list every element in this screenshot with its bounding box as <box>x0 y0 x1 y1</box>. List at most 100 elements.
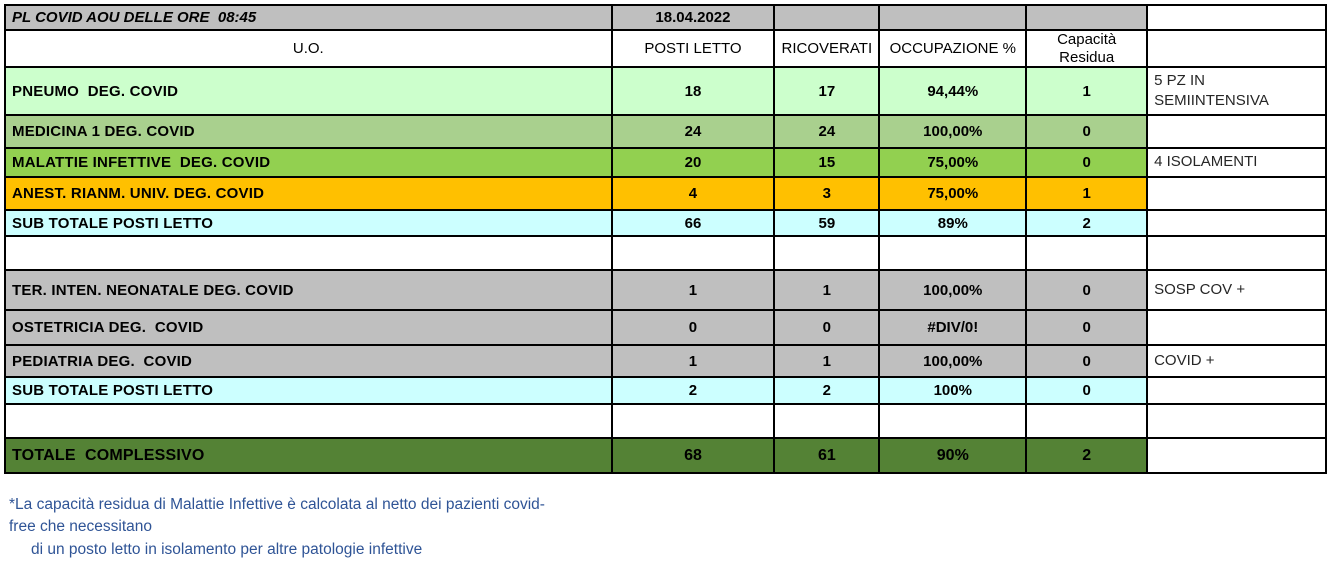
ricoverati-cell <box>773 403 881 439</box>
title-row-empty-cell <box>878 4 1028 31</box>
occupazione-cell: 100,00% <box>878 344 1028 378</box>
posti-letto-cell: 4 <box>610 176 776 211</box>
capacita-cell <box>1025 403 1149 439</box>
side-note: 5 PZ IN SEMIINTENSIVA <box>1146 66 1327 116</box>
uo-cell: TOTALE COMPLESSIVO <box>4 437 613 474</box>
side-note: 4 ISOLAMENTI <box>1146 147 1327 178</box>
ricoverati-cell: 59 <box>773 209 881 237</box>
uo-cell: SUB TOTALE POSTI LETTO <box>4 376 613 405</box>
title-row-empty-cell <box>773 4 881 31</box>
footnote-line-1: *La capacità residua di Malattie Infetti… <box>9 496 545 513</box>
side-note <box>1146 376 1327 405</box>
posti-letto-cell: 2 <box>610 376 776 405</box>
row-subtotale-2: SUB TOTALE POSTI LETTO 2 2 100% 0 <box>4 376 1327 405</box>
ricoverati-cell: 2 <box>773 376 881 405</box>
occupazione-cell: #DIV/0! <box>878 309 1028 346</box>
ricoverati-cell: 1 <box>773 269 881 311</box>
row-ter-inten-neonatale: TER. INTEN. NEONATALE DEG. COVID 1 1 100… <box>4 269 1327 311</box>
report-title: PL COVID AOU DELLE ORE 08:45 <box>4 4 613 31</box>
posti-letto-cell: 18 <box>610 66 776 116</box>
occupazione-cell: 100,00% <box>878 114 1028 149</box>
uo-cell: SUB TOTALE POSTI LETTO <box>4 209 613 237</box>
ricoverati-cell: 61 <box>773 437 881 474</box>
ricoverati-cell: 24 <box>773 114 881 149</box>
report-date: 18.04.2022 <box>610 4 776 31</box>
posti-letto-cell: 1 <box>610 269 776 311</box>
occupazione-cell: 100,00% <box>878 269 1028 311</box>
capacita-cell: 0 <box>1025 376 1149 405</box>
side-note: COVID + <box>1146 344 1327 378</box>
column-header-capacita: Capacità Residua <box>1025 29 1149 68</box>
occupazione-cell <box>878 403 1028 439</box>
row-malattie-infettive: MALATTIE INFETTIVE DEG. COVID 20 15 75,0… <box>4 147 1327 178</box>
footnote-line-2: free che necessitano <box>9 518 153 536</box>
column-header-row: U.O. POSTI LETTO RICOVERATI OCCUPAZIONE … <box>4 29 1327 68</box>
capacita-cell: 2 <box>1025 437 1149 474</box>
side-note <box>1146 176 1327 211</box>
ricoverati-cell: 0 <box>773 309 881 346</box>
posti-letto-cell: 24 <box>610 114 776 149</box>
occupazione-cell: 75,00% <box>878 147 1028 178</box>
footnote-line-3: di un posto letto in isolamento per altr… <box>31 540 423 558</box>
posti-letto-cell: 0 <box>610 309 776 346</box>
side-note <box>1146 209 1327 237</box>
side-note <box>1146 437 1327 474</box>
occupazione-cell: 75,00% <box>878 176 1028 211</box>
row-totale-complessivo: TOTALE COMPLESSIVO 68 61 90% 2 <box>4 437 1327 474</box>
occupazione-cell: 100% <box>878 376 1028 405</box>
side-note: SOSP COV + <box>1146 269 1327 311</box>
row-empty <box>4 403 1327 439</box>
row-pediatria: PEDIATRIA DEG. COVID 1 1 100,00% 0 COVID… <box>4 344 1327 378</box>
ricoverati-cell: 15 <box>773 147 881 178</box>
column-header-ricoverati: RICOVERATI <box>773 29 881 68</box>
row-empty <box>4 235 1327 271</box>
capacita-cell: 0 <box>1025 344 1149 378</box>
side-note <box>1146 309 1327 346</box>
capacita-cell: 1 <box>1025 66 1149 116</box>
row-subtotale-1: SUB TOTALE POSTI LETTO 66 59 89% 2 <box>4 209 1327 237</box>
side-note <box>1146 4 1327 31</box>
capacita-cell: 0 <box>1025 147 1149 178</box>
title-row-empty-cell <box>1025 4 1149 31</box>
side-note <box>1146 235 1327 271</box>
column-header-uo: U.O. <box>4 29 613 68</box>
uo-cell: ANEST. RIANM. UNIV. DEG. COVID <box>4 176 613 211</box>
posti-letto-cell: 20 <box>610 147 776 178</box>
uo-cell: TER. INTEN. NEONATALE DEG. COVID <box>4 269 613 311</box>
uo-cell: MALATTIE INFETTIVE DEG. COVID <box>4 147 613 178</box>
posti-letto-cell: 66 <box>610 209 776 237</box>
uo-cell <box>4 235 613 271</box>
uo-cell: PNEUMO DEG. COVID <box>4 66 613 116</box>
row-ostetricia: OSTETRICIA DEG. COVID 0 0 #DIV/0! 0 <box>4 309 1327 346</box>
occupazione-cell <box>878 235 1028 271</box>
capacita-cell: 0 <box>1025 269 1149 311</box>
ricoverati-cell: 3 <box>773 176 881 211</box>
uo-cell: MEDICINA 1 DEG. COVID <box>4 114 613 149</box>
uo-cell <box>4 403 613 439</box>
ricoverati-cell: 17 <box>773 66 881 116</box>
occupazione-cell: 89% <box>878 209 1028 237</box>
capacita-cell <box>1025 235 1149 271</box>
occupazione-cell: 94,44% <box>878 66 1028 116</box>
posti-letto-cell: 68 <box>610 437 776 474</box>
ricoverati-cell: 1 <box>773 344 881 378</box>
side-note <box>1146 403 1327 439</box>
capacita-cell: 0 <box>1025 114 1149 149</box>
posti-letto-cell <box>610 403 776 439</box>
row-medicina-1: MEDICINA 1 DEG. COVID 24 24 100,00% 0 <box>4 114 1327 149</box>
column-header-posti-letto: POSTI LETTO <box>610 29 776 68</box>
ricoverati-cell <box>773 235 881 271</box>
occupazione-cell: 90% <box>878 437 1028 474</box>
row-pneumo: PNEUMO DEG. COVID 18 17 94,44% 1 5 PZ IN… <box>4 66 1327 116</box>
uo-cell: PEDIATRIA DEG. COVID <box>4 344 613 378</box>
posti-letto-cell <box>610 235 776 271</box>
uo-cell: OSTETRICIA DEG. COVID <box>4 309 613 346</box>
capacita-cell: 1 <box>1025 176 1149 211</box>
side-note <box>1146 114 1327 149</box>
row-anest-rianm: ANEST. RIANM. UNIV. DEG. COVID 4 3 75,00… <box>4 176 1327 211</box>
title-row: PL COVID AOU DELLE ORE 08:45 18.04.2022 <box>4 4 1327 31</box>
footnote: *La capacità residua di Malattie Infetti… <box>9 494 669 561</box>
column-header-occupazione: OCCUPAZIONE % <box>878 29 1028 68</box>
posti-letto-cell: 1 <box>610 344 776 378</box>
